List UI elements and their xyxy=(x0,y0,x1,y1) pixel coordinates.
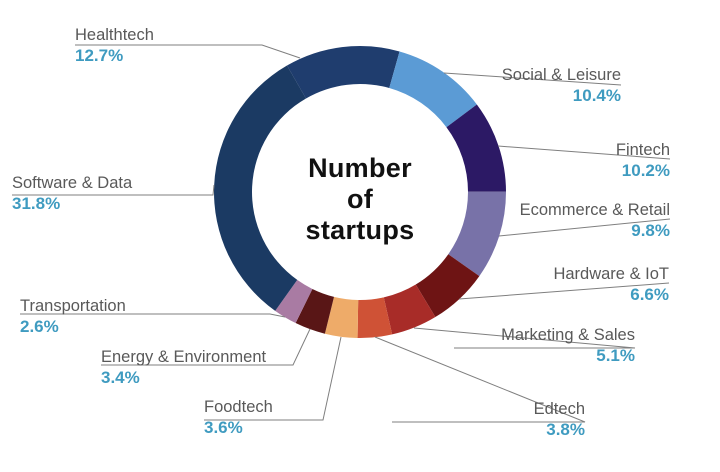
svg-text:Number: Number xyxy=(308,153,412,183)
svg-text:Marketing & Sales: Marketing & Sales xyxy=(501,326,635,344)
svg-text:startups: startups xyxy=(306,215,415,245)
svg-text:10.2%: 10.2% xyxy=(622,161,670,180)
svg-text:Fintech: Fintech xyxy=(616,141,670,159)
svg-text:Social & Leisure: Social & Leisure xyxy=(502,66,621,84)
svg-text:Software & Data: Software & Data xyxy=(12,174,133,192)
svg-text:Edtech: Edtech xyxy=(534,400,585,418)
svg-text:9.8%: 9.8% xyxy=(631,221,670,240)
svg-text:5.1%: 5.1% xyxy=(596,346,635,365)
svg-text:3.6%: 3.6% xyxy=(204,418,243,437)
svg-text:2.6%: 2.6% xyxy=(20,317,59,336)
svg-text:3.4%: 3.4% xyxy=(101,368,140,387)
svg-text:10.4%: 10.4% xyxy=(573,86,621,105)
svg-text:Healthtech: Healthtech xyxy=(75,26,154,44)
svg-text:Foodtech: Foodtech xyxy=(204,398,273,416)
svg-text:Hardware & IoT: Hardware & IoT xyxy=(553,265,669,283)
svg-text:Ecommerce & Retail: Ecommerce & Retail xyxy=(520,201,670,219)
svg-text:3.8%: 3.8% xyxy=(546,420,585,439)
svg-text:Transportation: Transportation xyxy=(20,297,126,315)
svg-text:31.8%: 31.8% xyxy=(12,194,60,213)
svg-text:Energy & Environment: Energy & Environment xyxy=(101,348,266,366)
svg-text:6.6%: 6.6% xyxy=(630,285,669,304)
svg-text:of: of xyxy=(347,184,374,214)
svg-text:12.7%: 12.7% xyxy=(75,46,123,65)
